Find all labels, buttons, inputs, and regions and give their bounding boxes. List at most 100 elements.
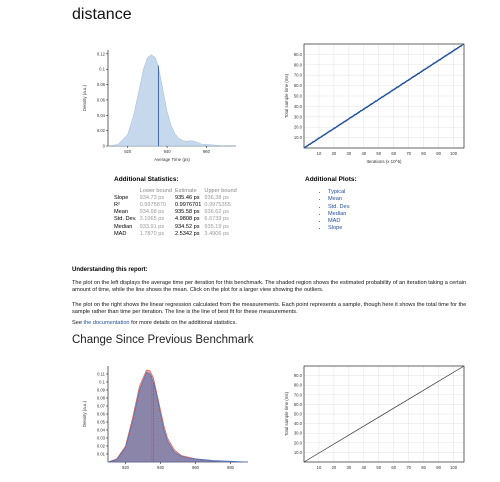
- y-tick-label: 0.06: [97, 412, 106, 417]
- y-axis-label: Total sample time (ms): [284, 391, 289, 436]
- x-tick-label: 920: [122, 465, 130, 470]
- x-tick-label: 940: [157, 465, 165, 470]
- x-tick-label: 920: [124, 149, 132, 154]
- y-tick-label: 90.0: [294, 373, 303, 378]
- statistics-header-row: Lower bound Estimate Upper bound: [114, 187, 240, 194]
- documentation-paragraph: See the documentation for more details o…: [72, 320, 472, 327]
- y-tick-label: 0.1: [99, 380, 105, 385]
- y-tick-label: 0.12: [97, 51, 106, 56]
- change-regression-chart[interactable]: 10 20 30 40 50 60 70 80 90 100 10.0 20.0 30.0 40.0 50.…: [280, 362, 470, 474]
- y-tick-label: 90.0: [294, 52, 303, 57]
- table-row: Slope 934.73 ps 935.46 ps 936.38 ps: [114, 194, 240, 201]
- y-tick-label: 50.0: [294, 94, 303, 99]
- additional-plots-list: Typical Mean Std. Dev. Median MAD Slope: [322, 189, 351, 233]
- doc-prefix: See: [72, 320, 84, 326]
- additional-statistics-title: Additional Statistics:: [114, 176, 179, 183]
- lower-bound: 3.1065 ps: [139, 216, 165, 223]
- y-tick-label: 0.11: [97, 372, 106, 377]
- y-tick-label: 30.0: [294, 114, 303, 119]
- base-density-area: [107, 371, 249, 463]
- estimate: 0.9976701: [174, 201, 202, 208]
- table-row: MAD 1.7870 ps 2.5342 ps 3.4906 ps: [114, 230, 240, 237]
- y-tick-label: 20.0: [294, 125, 303, 130]
- std-dev-plot-link[interactable]: Std. Dev.: [328, 203, 351, 210]
- estimate: 935.46 ps: [174, 194, 200, 201]
- x-tick-label: 10: [317, 465, 322, 470]
- documentation-link[interactable]: the documentation: [83, 320, 130, 326]
- x-tick-label: 70: [406, 465, 411, 470]
- typical-plot-link[interactable]: Typical: [328, 189, 346, 195]
- y-tick-label: 0.01: [97, 452, 106, 457]
- x-axis-label: Average Time (ps): [154, 157, 190, 162]
- list-item: Median: [328, 211, 351, 218]
- x-tick-label: 80: [421, 151, 426, 156]
- x-tick-label: 70: [406, 151, 411, 156]
- x-tick-label: 100: [450, 151, 458, 156]
- density-area: [107, 54, 236, 147]
- upper-bound: 0.9975355: [204, 201, 231, 208]
- y-tick-label: 10.0: [294, 135, 303, 140]
- pdf-chart[interactable]: 0 0.02 0.04 0.06 0.08 0.1 0.12 920 940 960 Average…: [68, 44, 248, 170]
- y-tick-label: 0.02: [97, 444, 106, 449]
- lower-bound: 934.73 ps: [139, 194, 165, 201]
- additional-plots-title: Additional Plots:: [305, 176, 357, 183]
- upper-bound: 6.6739 ps: [204, 216, 229, 223]
- y-axis-label: Density (a.u.): [82, 400, 87, 427]
- estimate: 934.52 ps: [174, 223, 200, 230]
- y-tick-label: 40.0: [294, 421, 303, 426]
- y-tick-label: 70.0: [294, 392, 303, 397]
- x-tick-label: 50: [376, 151, 381, 156]
- y-tick-label: 0: [103, 144, 106, 149]
- x-tick-label: 960: [203, 149, 211, 154]
- table-row: Std. Dev. 3.1065 ps 4.9808 ps 6.6739 ps: [114, 216, 240, 223]
- table-row: Median 933.91 ps 934.52 ps 935.19 ps: [114, 223, 240, 230]
- x-tick-label: 60: [391, 465, 396, 470]
- upper-bound: 935.19 ps: [204, 223, 229, 230]
- regression-chart[interactable]: 10 20 30 40 50 60 70 80 90 100 10.0 20.0 30.0 40.0 50.…: [280, 40, 470, 168]
- statistics-table: Lower bound Estimate Upper bound Slope 93…: [114, 187, 240, 237]
- y-tick-label: 80.0: [294, 62, 303, 67]
- slope-plot-link[interactable]: Slope: [328, 225, 343, 232]
- change-pdf-chart[interactable]: 0.01 0.02 0.03 0.04 0.05 0.06 0.07 0.08 0.09 0.1 0…: [68, 362, 253, 474]
- y-tick-label: 50.0: [294, 412, 303, 417]
- estimate-header: Estimate: [174, 187, 197, 194]
- y-tick-label: 0.03: [97, 436, 106, 441]
- x-tick-label: 10: [317, 151, 322, 156]
- x-tick-label: 100: [450, 465, 458, 470]
- list-item: Mean: [328, 196, 351, 203]
- y-tick-label: 10.0: [294, 450, 303, 455]
- estimate: 2.5342 ps: [174, 230, 200, 237]
- y-tick-label: 0.08: [97, 82, 106, 87]
- explanation-paragraph-right: The plot on the right shows the linear r…: [72, 302, 467, 316]
- x-tick-label: 980: [227, 465, 235, 470]
- estimate: 4.9808 ps: [174, 216, 200, 223]
- understanding-heading: Understanding this report:: [72, 267, 148, 273]
- y-tick-label: 60.0: [294, 83, 303, 88]
- y-tick-label: 70.0: [294, 73, 303, 78]
- x-tick-label: 80: [421, 465, 426, 470]
- y-tick-label: 0.09: [97, 388, 106, 393]
- change-section-heading: Change Since Previous Benchmark: [72, 334, 254, 346]
- stat-name: Slope: [114, 194, 129, 201]
- mean-plot-link[interactable]: Mean: [328, 196, 342, 203]
- stat-name-header: [114, 187, 140, 194]
- stat-name: Mean: [114, 209, 128, 216]
- estimate: 935.58 ps: [174, 209, 200, 216]
- stat-name: MAD: [114, 230, 127, 237]
- plot-frame: [303, 43, 465, 149]
- median-plot-link[interactable]: Median: [328, 210, 347, 217]
- y-tick-label: 20.0: [294, 440, 303, 445]
- x-tick-label: 60: [391, 151, 396, 156]
- y-tick-label: 0.06: [97, 97, 106, 102]
- x-tick-label: 40: [361, 465, 366, 470]
- y-tick-label: 0.05: [97, 420, 106, 425]
- plot-frame: [303, 365, 465, 463]
- list-item: MAD: [328, 218, 351, 225]
- lower-bound: 1.7870 ps: [139, 230, 165, 237]
- mad-plot-link[interactable]: MAD: [328, 218, 341, 225]
- list-item: Typical: [328, 189, 351, 196]
- lower-bound: 933.91 ps: [139, 223, 165, 230]
- x-tick-label: 20: [332, 151, 337, 156]
- y-tick-label: 80.0: [294, 383, 303, 388]
- list-item: Std. Dev.: [328, 204, 351, 211]
